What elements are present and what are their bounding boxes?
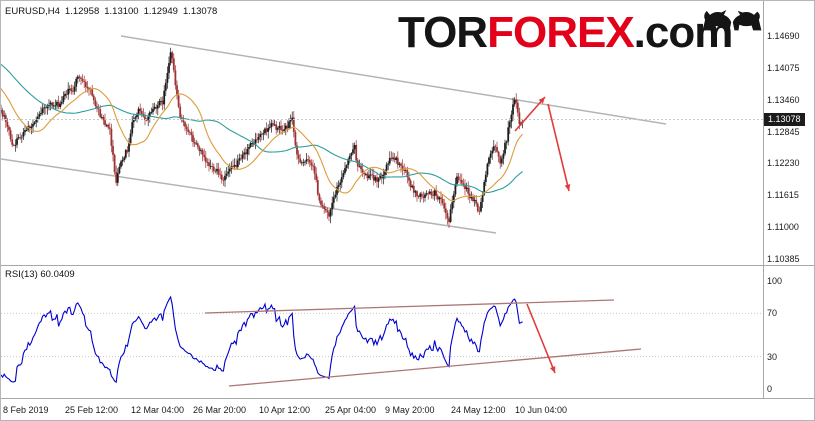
price-axis-label: 1.12845 — [767, 127, 800, 137]
low-value: 1.12949 — [143, 6, 178, 17]
price-axis-label: 1.11615 — [767, 190, 799, 200]
ohlc-readout: EURUSD,H4 1.12958 1.13100 1.12949 1.13078 — [5, 6, 222, 17]
price-axis-label: 1.10385 — [767, 254, 800, 264]
price-axis-label: 1.12230 — [767, 158, 800, 168]
high-value: 1.13100 — [104, 6, 139, 17]
bull-bear-logo-icon — [702, 10, 762, 31]
time-axis-label: 25 Feb 12:00 — [65, 405, 119, 415]
current-price-tag: 1.13078 — [764, 113, 805, 126]
time-axis-label: 25 Apr 04:00 — [325, 405, 377, 415]
open-value: 1.12958 — [64, 6, 100, 17]
price-axis-label: 1.14075 — [767, 63, 800, 73]
time-axis-label: 10 Jun 04:00 — [515, 405, 568, 415]
time-axis-label: 24 May 12:00 — [451, 405, 506, 415]
torforex-logo: TORFOREX.com — [398, 8, 733, 57]
rsi-axis-label: 70 — [767, 308, 778, 318]
time-axis-label: 12 Mar 04:00 — [131, 405, 185, 415]
time-axis-label: 8 Feb 2019 — [3, 405, 49, 415]
rsi-axis-label: 30 — [767, 352, 778, 362]
price-axis-label: 1.14690 — [767, 31, 800, 41]
symbol-timeframe-label: EURUSD,H4 — [5, 6, 60, 17]
time-axis-label: 9 May 20:00 — [385, 405, 435, 415]
rsi-indicator-label: RSI(13) 60.0409 — [5, 269, 75, 280]
rsi-axis-label: 0 — [767, 384, 773, 394]
time-axis-label: 10 Apr 12:00 — [259, 405, 311, 415]
close-value: 1.13078 — [182, 6, 218, 17]
logo-text-tor: TOR — [398, 8, 488, 57]
price-axis-label: 1.13460 — [767, 95, 800, 105]
rsi-axis-label: 100 — [767, 276, 783, 286]
logo-text-forex: FOREX — [487, 8, 635, 57]
time-axis-label: 26 Mar 20:00 — [193, 405, 247, 415]
price-axis-label: 1.11000 — [767, 222, 799, 232]
